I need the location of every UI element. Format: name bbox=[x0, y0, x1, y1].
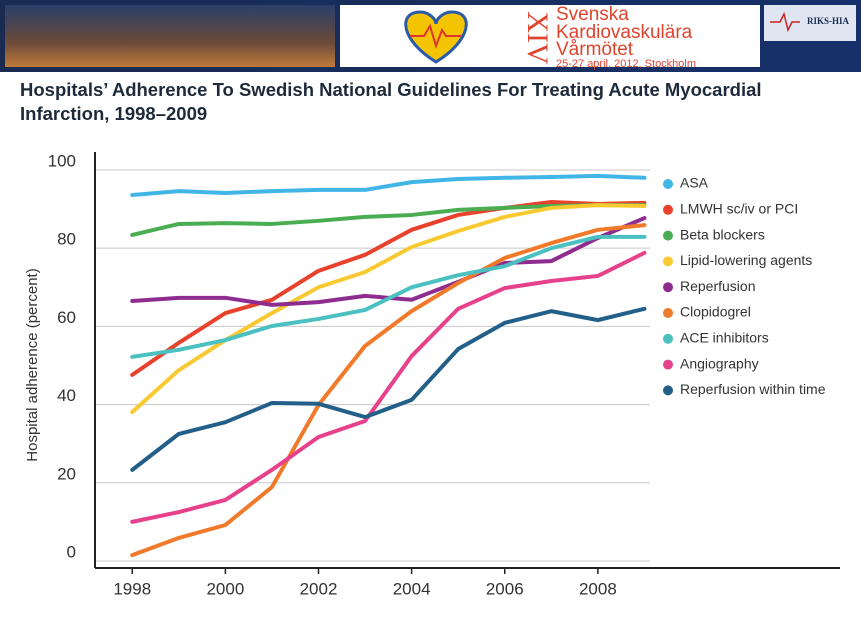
legend-label: ACE inhibitors bbox=[680, 330, 769, 346]
series-line bbox=[132, 202, 644, 375]
legend-swatch bbox=[663, 205, 673, 215]
series-line bbox=[132, 176, 644, 195]
y-tick-label: 100 bbox=[48, 151, 76, 170]
legend-swatch bbox=[663, 282, 673, 292]
y-tick-label: 20 bbox=[57, 464, 76, 483]
legend-label: Beta blockers bbox=[680, 226, 765, 242]
x-tick-label: 2006 bbox=[486, 579, 524, 598]
logo-text: RIKS-HIA bbox=[807, 16, 850, 26]
series-line bbox=[132, 205, 644, 412]
legend-label: Clopidogrel bbox=[680, 304, 751, 320]
banner: XIV Svenska Kardiovaskulära Vårmötet 25-… bbox=[0, 0, 861, 72]
legend-label: Angiography bbox=[680, 355, 759, 371]
x-tick-label: 2000 bbox=[206, 579, 244, 598]
x-tick-label: 2008 bbox=[579, 579, 617, 598]
slide: XIV Svenska Kardiovaskulära Vårmötet 25-… bbox=[0, 0, 861, 629]
numeral: XIV bbox=[521, 11, 554, 65]
x-tick-label: 2004 bbox=[393, 579, 431, 598]
event-line: Vårmötet bbox=[556, 39, 634, 60]
legend-swatch bbox=[663, 231, 673, 241]
banner-photo bbox=[5, 5, 335, 67]
series-line bbox=[132, 309, 644, 470]
legend-swatch bbox=[663, 179, 673, 189]
series-line bbox=[132, 237, 644, 357]
y-tick-label: 0 bbox=[67, 542, 76, 561]
legend-label: Reperfusion bbox=[680, 278, 756, 294]
legend-swatch bbox=[663, 308, 673, 318]
legend-swatch bbox=[663, 256, 673, 266]
legend-swatch bbox=[663, 334, 673, 344]
chart-title: Hospitals’ Adherence To Swedish National… bbox=[20, 78, 820, 126]
x-tick-label: 2002 bbox=[300, 579, 338, 598]
series-line bbox=[132, 218, 644, 305]
y-tick-label: 80 bbox=[57, 230, 76, 249]
series-line bbox=[132, 225, 644, 555]
legend-label: ASA bbox=[680, 175, 709, 191]
legend-swatch bbox=[663, 385, 673, 395]
event-dates: 25-27 april, 2012, Stockholm bbox=[556, 58, 696, 70]
legend-label: Lipid-lowering agents bbox=[680, 252, 812, 268]
series-line bbox=[132, 205, 644, 235]
legend-swatch bbox=[663, 360, 673, 370]
y-axis-label: Hospital adherence (percent) bbox=[24, 268, 41, 461]
legend-label: LMWH sc/iv or PCI bbox=[680, 201, 798, 217]
series-line bbox=[132, 253, 644, 522]
y-tick-label: 60 bbox=[57, 308, 76, 327]
x-tick-label: 1998 bbox=[113, 579, 151, 598]
legend-label: Reperfusion within time bbox=[680, 381, 826, 397]
y-tick-label: 40 bbox=[57, 386, 76, 405]
